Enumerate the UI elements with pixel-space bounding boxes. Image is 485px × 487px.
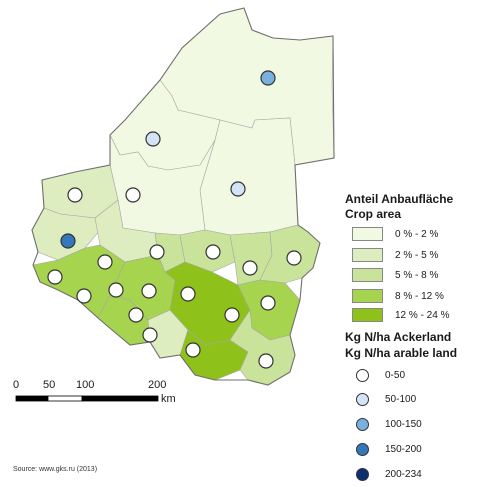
nitrogen-marker xyxy=(142,327,158,343)
crop-legend-swatch xyxy=(352,227,383,241)
scale-bar-segment xyxy=(15,395,49,402)
crop-legend-label: 8 % - 12 % xyxy=(395,290,444,302)
source-note: Source: www.gks.ru (2013) xyxy=(13,466,98,473)
crop-legend-item: 0 % - 2 % xyxy=(352,226,438,242)
kg-legend-item: 150-200 xyxy=(356,440,422,458)
crop-legend-swatch xyxy=(352,308,383,322)
nitrogen-marker xyxy=(145,131,161,147)
district-borders xyxy=(31,7,335,386)
crop-legend-label: 12 % - 24 % xyxy=(395,309,450,321)
nitrogen-marker xyxy=(76,288,92,304)
kg-legend-label: 200-234 xyxy=(385,468,422,480)
kg-legend-dot xyxy=(356,467,369,481)
nitrogen-marker xyxy=(230,181,246,197)
crop-legend-title-de: Anteil Anbaufläche xyxy=(345,192,454,206)
crop-legend-title-en: Crop area xyxy=(345,207,402,221)
nitrogen-marker xyxy=(47,269,63,285)
nitrogen-markers xyxy=(47,70,302,369)
scale-unit-label: km xyxy=(161,393,176,405)
crop-legend-swatch xyxy=(352,289,383,303)
kg-legend-dot xyxy=(356,392,369,406)
kg-legend-title-de: Kg N/ha Ackerland xyxy=(345,330,452,344)
crop-legend-item: 8 % - 12 % xyxy=(352,288,444,304)
kg-legend-dot xyxy=(356,442,369,456)
nitrogen-marker xyxy=(242,260,258,276)
crop-legend-swatch xyxy=(352,268,383,282)
scale-bar-segment xyxy=(81,395,159,402)
crop-legend-item: 12 % - 24 % xyxy=(352,307,449,323)
nitrogen-marker xyxy=(205,244,221,260)
nitrogen-marker xyxy=(185,342,201,358)
kg-legend-item: 200-234 xyxy=(356,465,422,483)
district-areas xyxy=(31,7,335,386)
crop-legend-swatch xyxy=(352,248,383,262)
scale-tick-label: 0 xyxy=(13,379,20,391)
nitrogen-marker xyxy=(108,282,124,298)
nitrogen-marker xyxy=(128,307,144,323)
nitrogen-marker xyxy=(149,244,165,260)
nitrogen-marker xyxy=(97,254,113,270)
scale-tick-label: 100 xyxy=(76,379,95,391)
crop-legend-label: 5 % - 8 % xyxy=(395,269,439,281)
nitrogen-marker xyxy=(260,70,276,86)
region-boundary xyxy=(31,7,335,386)
kg-legend-label: 150-200 xyxy=(385,443,422,455)
kg-legend-label: 0-50 xyxy=(385,369,406,381)
scale-tick-label: 200 xyxy=(148,379,167,391)
kg-legend-title-en: Kg N/ha arable land xyxy=(345,346,458,360)
kg-legend-dot xyxy=(356,368,369,382)
nitrogen-marker xyxy=(180,286,196,302)
crop-legend-item: 5 % - 8 % xyxy=(352,267,438,283)
kg-legend-label: 50-100 xyxy=(385,393,417,405)
nitrogen-marker xyxy=(258,353,274,369)
nitrogen-marker xyxy=(224,307,240,323)
kg-legend-dot xyxy=(356,417,369,431)
scale-bar xyxy=(15,395,159,402)
kg-legend-item: 50-100 xyxy=(356,390,416,408)
crop-legend-label: 0 % - 2 % xyxy=(395,228,439,240)
crop-legend-label: 2 % - 5 % xyxy=(395,249,439,261)
nitrogen-marker xyxy=(125,187,141,203)
kg-legend-item: 0-50 xyxy=(356,366,405,384)
scale-bar-segment xyxy=(47,395,83,402)
nitrogen-marker xyxy=(286,250,302,266)
nitrogen-marker xyxy=(67,187,83,203)
nitrogen-marker xyxy=(141,283,157,299)
nitrogen-marker xyxy=(60,233,76,249)
kg-legend-label: 100-150 xyxy=(385,418,422,430)
scale-tick-label: 50 xyxy=(43,379,56,391)
kg-legend-item: 100-150 xyxy=(356,415,422,433)
nitrogen-marker xyxy=(260,295,276,311)
crop-legend-item: 2 % - 5 % xyxy=(352,247,438,263)
